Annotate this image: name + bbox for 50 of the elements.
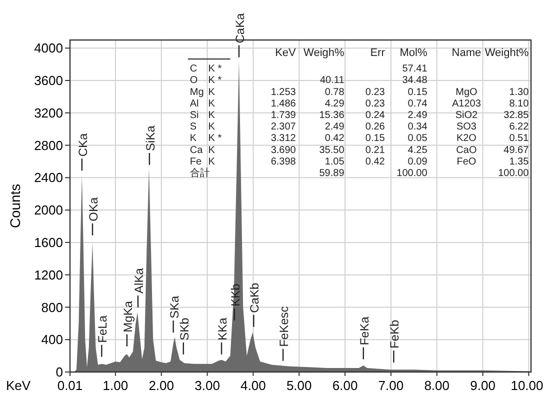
text: 合計 59.89 100.00 100.00 xyxy=(190,168,529,179)
annotation: AlKa xyxy=(132,268,146,294)
text: K K * 3.312 0.42 0.15 0.05 K2O 0.51 xyxy=(190,133,529,144)
x-tick-label: 5.00 xyxy=(286,378,312,393)
y-tick-label: 2400 xyxy=(34,170,63,186)
x-tick-label: 9.00 xyxy=(470,378,496,393)
annotation: SKb xyxy=(177,317,192,340)
annotation: KKb xyxy=(228,283,242,306)
y-tick-label: 400 xyxy=(41,332,63,348)
x-tick-label: 3.00 xyxy=(194,378,220,393)
text: S K 2.307 2.49 0.26 0.34 SO3 6.22 xyxy=(190,122,529,133)
annotation: OKa xyxy=(86,197,100,222)
annotation: SKa xyxy=(167,296,182,319)
annotation: SiKa xyxy=(143,125,158,151)
y-tick-label: 4000 xyxy=(34,40,63,56)
text: Ca K 3.690 35.50 0.21 4.25 CaO 49.67 xyxy=(190,144,529,156)
x-tick-label: 4.00 xyxy=(240,378,266,393)
y-tick-label: 2000 xyxy=(34,202,63,218)
text: C K * 57.41 xyxy=(190,64,428,75)
text: KeV Weigh% Err Mol% Name Weight% xyxy=(275,47,529,59)
x-tick-label: 10.00 xyxy=(510,378,543,393)
x-tick-label: 7.00 xyxy=(378,378,404,393)
y-tick-label: 3600 xyxy=(34,73,63,88)
x-tick-label: 2.00 xyxy=(148,378,174,393)
annotation: FeKa xyxy=(357,316,372,346)
x-tick-label: 1.00 xyxy=(102,378,128,393)
annotation: CaKa xyxy=(232,12,247,44)
y-tick-label: 800 xyxy=(41,300,63,315)
x-tick-label: 6.00 xyxy=(332,378,358,393)
y-tick-label: 2800 xyxy=(34,138,63,153)
text: Mg K 1.253 0.78 0.23 0.15 MgO 1.30 xyxy=(190,86,529,98)
text: Al K 1.486 4.29 0.23 0.74 A1203 8.10 xyxy=(190,98,529,110)
annotation: KKa xyxy=(216,317,230,340)
annotation: MgKa xyxy=(120,300,135,332)
text: Fe K 6.398 1.05 0.42 0.09 FeO 1.35 xyxy=(190,156,529,168)
x-tick-label: 8.00 xyxy=(424,378,450,393)
annotation: FeKesc xyxy=(277,306,292,347)
text: Si K 1.739 15.36 0.24 2.49 SiO2 32.85 xyxy=(190,110,529,121)
y-tick-label: 1600 xyxy=(34,234,63,250)
annotation: CKa xyxy=(76,132,90,157)
y-axis-title: Counts xyxy=(7,184,23,228)
x-tick-label: 0.01 xyxy=(57,378,83,393)
annotation: FeLa xyxy=(96,315,110,343)
annotation: CaKb xyxy=(248,282,262,313)
y-tick-label: 3200 xyxy=(34,105,63,120)
annotation: FeKb xyxy=(388,320,402,349)
y-tick-label: 0 xyxy=(56,364,63,380)
y-tick-label: 1200 xyxy=(34,267,63,282)
text: O K * 40.11 34.48 xyxy=(190,75,428,86)
x-axis-title: KeV xyxy=(6,378,31,393)
